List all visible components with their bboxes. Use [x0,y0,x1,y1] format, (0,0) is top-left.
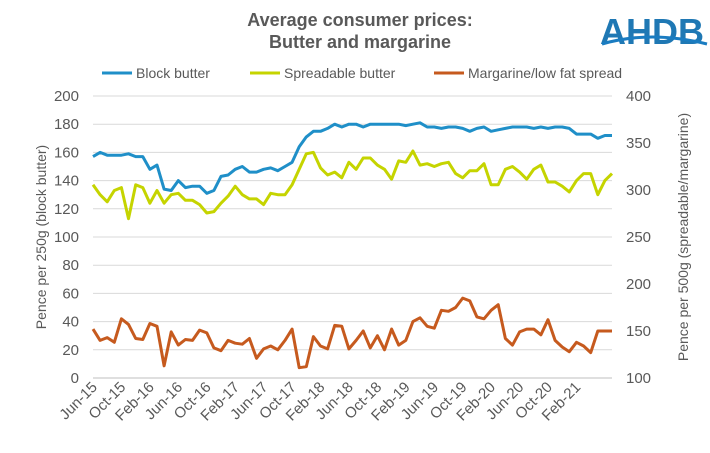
y-tick-label-left: 60 [62,285,79,302]
y-tick-label-left: 20 [62,342,79,359]
legend: Block butter Spreadable butter Margarine… [102,65,622,81]
chart-title: Average consumer prices: [247,10,472,30]
y-axis-title-right: Pence per 500g (spreadable/margarine) [675,113,691,361]
y-axis-title-left: Pence per 250g (block butter) [33,145,49,329]
chart-subtitle: Butter and margarine [269,32,451,52]
logo-swoosh [601,35,708,46]
y-tick-label-left: 180 [54,116,79,133]
y-tick-label-left: 120 [54,201,79,218]
y-tick-label-right: 250 [626,229,651,246]
y-tick-label-left: 40 [62,314,79,331]
y-tick-label-right: 100 [626,370,651,387]
series-line-block-butter [92,121,612,195]
y-tick-label-right: 350 [626,135,651,152]
legend-label-spreadable-butter: Spreadable butter [284,65,396,81]
y-tick-label-left: 160 [54,144,79,161]
y-tick-label-left: 80 [62,257,79,274]
y-tick-label-right: 300 [626,182,651,199]
y-tick-label-right: 150 [626,323,651,340]
legend-label-margarine: Margarine/low fat spread [468,65,622,81]
y-tick-label-left: 100 [54,229,79,246]
y-tick-label-left: 0 [71,370,79,387]
series-line-margarine-low-fat-spread [91,296,612,370]
y-tick-label-right: 400 [626,88,651,105]
axes: 0 20 40 60 80 100 120 140 160 180 200 100 150 200 250 3… [54,88,651,424]
y-tick-label-left: 140 [54,173,79,190]
series-line-spreadable-butter [91,149,614,221]
y-tick-label-right: 200 [626,276,651,293]
series-lines [91,121,614,370]
logo-text: AHDB [600,11,704,52]
y-tick-label-left: 200 [54,88,79,105]
gridlines [93,95,612,351]
ahdb-logo: AHDB [600,11,708,52]
legend-label-block-butter: Block butter [136,65,210,81]
